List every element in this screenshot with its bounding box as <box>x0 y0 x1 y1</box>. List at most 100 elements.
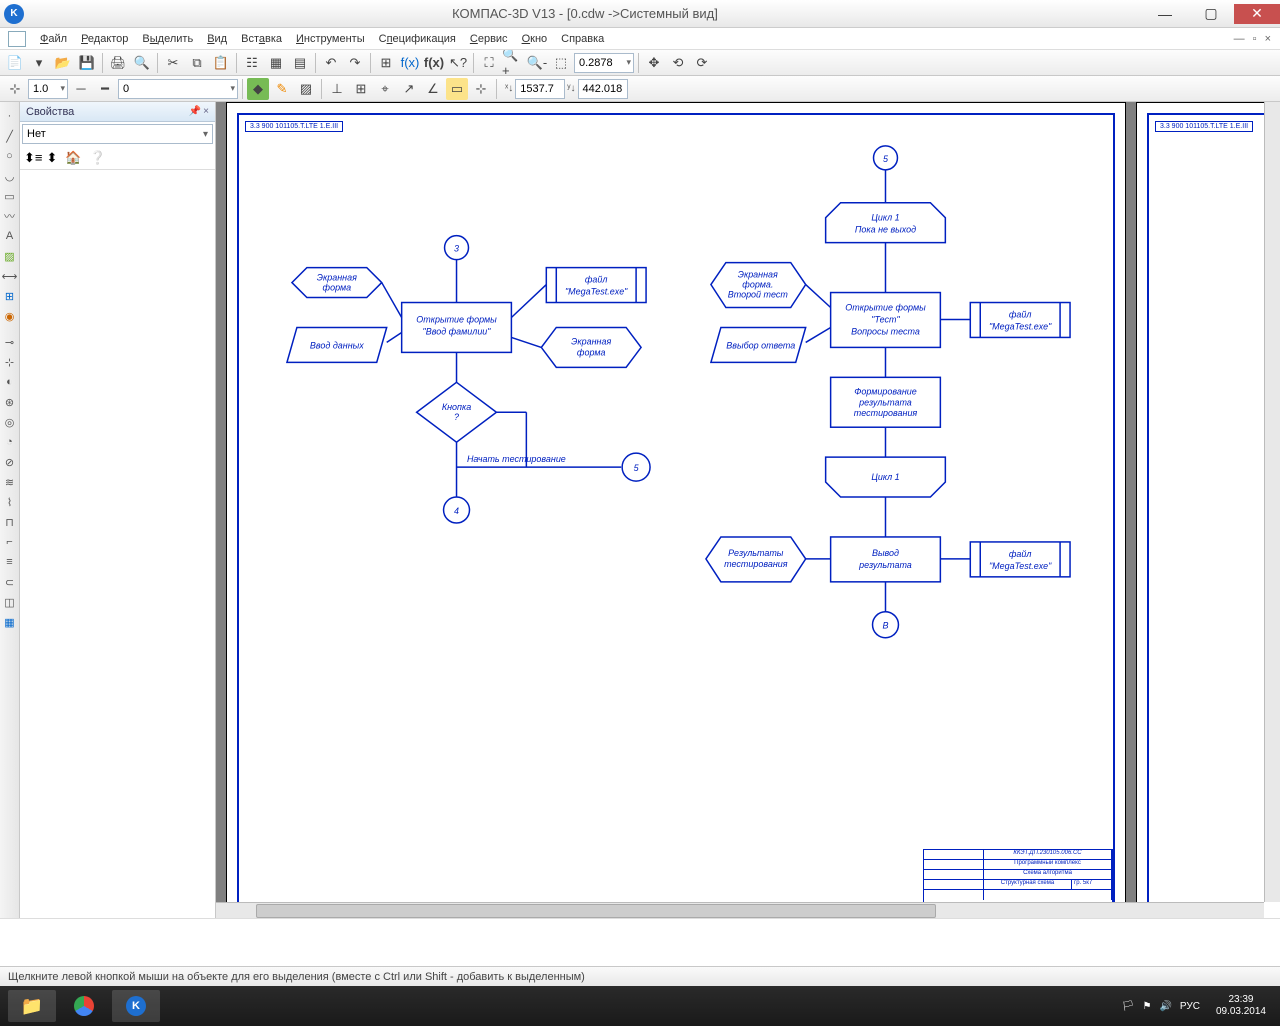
tray-clock[interactable]: 23:39 09.03.2014 <box>1208 994 1274 1018</box>
panel-pin-icon[interactable]: 📌 <box>189 106 201 117</box>
undo-icon[interactable]: ↶ <box>320 52 342 74</box>
maximize-button[interactable]: ▢ <box>1188 4 1234 24</box>
open-icon[interactable]: 📂 <box>52 52 74 74</box>
color2-icon[interactable]: ✎ <box>271 78 293 100</box>
menu-help[interactable]: Справка <box>555 31 610 47</box>
panel-close-icon[interactable]: × <box>203 106 209 117</box>
tray-flag-icon[interactable]: 🏳 <box>1122 1001 1135 1012</box>
menu-view[interactable]: Вид <box>201 31 233 47</box>
rotate-icon[interactable]: ⟲ <box>667 52 689 74</box>
zoomout-icon[interactable]: 🔍- <box>526 52 548 74</box>
tool-circle[interactable]: ○ <box>1 147 19 165</box>
grid2-icon[interactable]: ⊞ <box>350 78 372 100</box>
horizontal-scrollbar[interactable] <box>216 902 1264 918</box>
tray-action-icon[interactable]: ⚑ <box>1142 1001 1151 1012</box>
tool-e8[interactable]: ≋ <box>1 473 19 491</box>
ortho-icon[interactable]: ⊥ <box>326 78 348 100</box>
tray-volume-icon[interactable]: 🔊 <box>1159 1001 1171 1012</box>
menu-tools[interactable]: Инструменты <box>290 31 371 47</box>
taskbar-kompas[interactable]: K <box>112 990 160 1022</box>
paste-icon[interactable]: 📋 <box>210 52 232 74</box>
props-icon[interactable]: ☷ <box>241 52 263 74</box>
highlight-icon[interactable]: ▭ <box>446 78 468 100</box>
tool-rect[interactable]: ▭ <box>1 187 19 205</box>
redo-icon[interactable]: ↷ <box>344 52 366 74</box>
minimize-button[interactable]: — <box>1142 4 1188 24</box>
color1-icon[interactable]: ◆ <box>247 78 269 100</box>
tray-lang[interactable]: РУС <box>1180 1001 1200 1012</box>
tool-e13[interactable]: ⊂ <box>1 573 19 591</box>
tool-e11[interactable]: ⌐ <box>1 533 19 551</box>
tool-e9[interactable]: ⌇ <box>1 493 19 511</box>
tool-symbol[interactable]: ◉ <box>1 307 19 325</box>
tool-e14[interactable]: ◫ <box>1 593 19 611</box>
layers-icon[interactable]: ▤ <box>289 52 311 74</box>
vertical-scrollbar[interactable] <box>1264 102 1280 902</box>
tool-point[interactable]: · <box>1 107 19 125</box>
doc-minimize[interactable]: — <box>1231 33 1248 45</box>
preview-icon[interactable]: 🔍 <box>131 52 153 74</box>
tool-table[interactable]: ⊞ <box>1 287 19 305</box>
panel-help-icon[interactable]: ❔ <box>90 150 106 166</box>
taskbar-explorer[interactable]: 📁 <box>8 990 56 1022</box>
menu-service[interactable]: Сервис <box>464 31 514 47</box>
print-icon[interactable]: 🖨 <box>107 52 129 74</box>
dropdown-icon[interactable]: ▾ <box>28 52 50 74</box>
panel-cat-icon[interactable]: ⬍ <box>46 150 57 166</box>
save-icon[interactable]: 💾 <box>76 52 98 74</box>
cut-icon[interactable]: ✂ <box>162 52 184 74</box>
doc-restore[interactable]: ▫ <box>1250 33 1260 45</box>
zoomwin-icon[interactable]: ⬚ <box>550 52 572 74</box>
tool-e5[interactable]: ◎ <box>1 413 19 431</box>
tool-e10[interactable]: ⊓ <box>1 513 19 531</box>
scroll-thumb[interactable] <box>256 904 936 918</box>
close-button[interactable]: ✕ <box>1234 4 1280 24</box>
tool-e15[interactable]: ▦ <box>1 613 19 631</box>
vars-icon[interactable]: f(x) <box>399 52 421 74</box>
tool-e2[interactable]: ⊹ <box>1 353 19 371</box>
tool-hatch[interactable]: ▨ <box>1 247 19 265</box>
new-icon[interactable]: 📄 <box>4 52 26 74</box>
coord-x-input[interactable]: 1537.7 <box>515 79 565 99</box>
drawing-canvas[interactable]: 3.3 900 101105.T.LTE 1.E.III 3 Открытие … <box>216 102 1280 902</box>
tool-e3[interactable]: ◐ <box>1 373 19 391</box>
step-combo[interactable]: 0 <box>118 79 238 99</box>
tool-spline[interactable]: 〰 <box>1 207 19 225</box>
tool-dim[interactable]: ⟷ <box>1 267 19 285</box>
panel-sort-icon[interactable]: ⬍≡ <box>24 150 42 166</box>
coord-y-input[interactable]: 442.018 <box>578 79 628 99</box>
grid-icon[interactable]: ▦ <box>265 52 287 74</box>
copy-icon[interactable]: ⧉ <box>186 52 208 74</box>
panel-combo[interactable]: Нет <box>22 124 213 144</box>
linetype-icon[interactable]: ─ <box>70 78 92 100</box>
zoom-combo[interactable]: 0.2878 <box>574 53 634 73</box>
zoomfit-icon[interactable]: ⛶ <box>478 52 500 74</box>
menu-file[interactable]: Файл <box>34 31 73 47</box>
menu-select[interactable]: Выделить <box>136 31 199 47</box>
tool-e7[interactable]: ⊘ <box>1 453 19 471</box>
cursor-icon[interactable]: ↖? <box>447 52 469 74</box>
doc-close[interactable]: × <box>1262 33 1274 45</box>
xy-icon[interactable]: ↗ <box>398 78 420 100</box>
tool-e12[interactable]: ≡ <box>1 553 19 571</box>
menu-spec[interactable]: Спецификация <box>373 31 462 47</box>
table-icon[interactable]: ⊞ <box>375 52 397 74</box>
tool-e1[interactable]: ⊸ <box>1 333 19 351</box>
coord-icon[interactable]: ⊹ <box>470 78 492 100</box>
taskbar-chrome[interactable] <box>60 990 108 1022</box>
lineweight-icon[interactable]: ━ <box>94 78 116 100</box>
tool-text[interactable]: A <box>1 227 19 245</box>
fill-icon[interactable]: ▨ <box>295 78 317 100</box>
fx-icon[interactable]: f(x) <box>423 52 445 74</box>
snap2-icon[interactable]: ⌖ <box>374 78 396 100</box>
scale-combo[interactable]: 1.0 <box>28 79 68 99</box>
tool-line[interactable]: ╱ <box>1 127 19 145</box>
refresh-icon[interactable]: ⟳ <box>691 52 713 74</box>
tool-arc[interactable]: ◡ <box>1 167 19 185</box>
menu-window[interactable]: Окно <box>516 31 554 47</box>
angle-icon[interactable]: ∠ <box>422 78 444 100</box>
pan-icon[interactable]: ✥ <box>643 52 665 74</box>
panel-apply-icon[interactable]: 🏠 <box>65 150 81 166</box>
snap-icon[interactable]: ⊹ <box>4 78 26 100</box>
tool-e4[interactable]: ⊛ <box>1 393 19 411</box>
